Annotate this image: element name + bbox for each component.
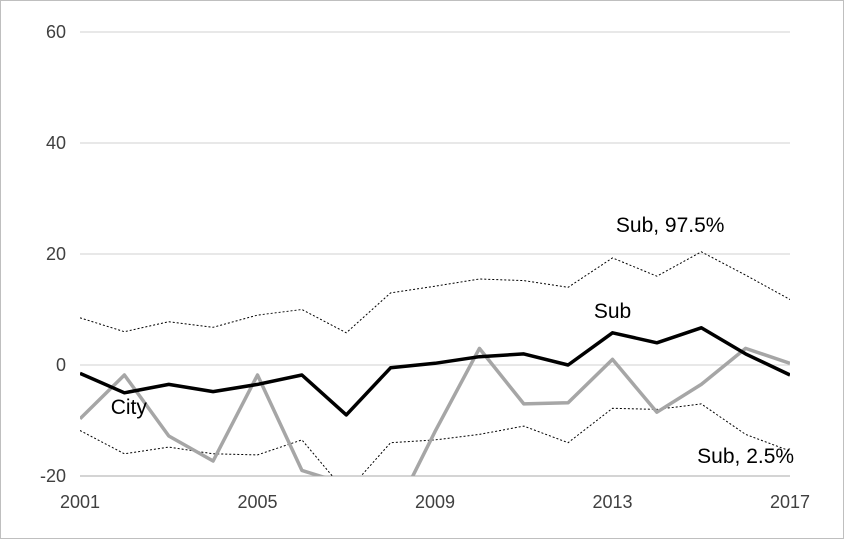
- gridlines: [80, 31, 790, 477]
- y-tick-label: 60: [46, 22, 66, 42]
- y-tick-label: -20: [40, 466, 66, 486]
- annotations: Sub, 97.5% Sub City Sub, 2.5%: [111, 214, 794, 468]
- x-tick-label: 2013: [592, 492, 632, 512]
- x-tick-label: 2001: [60, 492, 100, 512]
- series-line-sub: [80, 326, 790, 417]
- series-line-city: [80, 346, 790, 476]
- series-lines: [80, 251, 790, 476]
- annotation-label: Sub: [594, 300, 631, 323]
- y-tick-label: 20: [46, 244, 66, 264]
- annotation-label: City: [111, 396, 148, 419]
- y-axis-ticks: -20 0 20 40 60: [40, 22, 66, 486]
- annotation-label: Sub, 2.5%: [697, 445, 794, 468]
- annotation-label: Sub, 97.5%: [616, 214, 725, 237]
- series-line-sub-97-5: [80, 251, 790, 334]
- x-tick-label: 2005: [237, 492, 277, 512]
- series-line-sub-2-5: [80, 403, 790, 476]
- x-tick-label: 2017: [770, 492, 810, 512]
- y-tick-label: 0: [56, 355, 66, 375]
- x-tick-label: 2009: [415, 492, 455, 512]
- y-tick-label: 40: [46, 133, 66, 153]
- x-axis-ticks: 2001 2005 2009 2013 2017: [60, 492, 810, 512]
